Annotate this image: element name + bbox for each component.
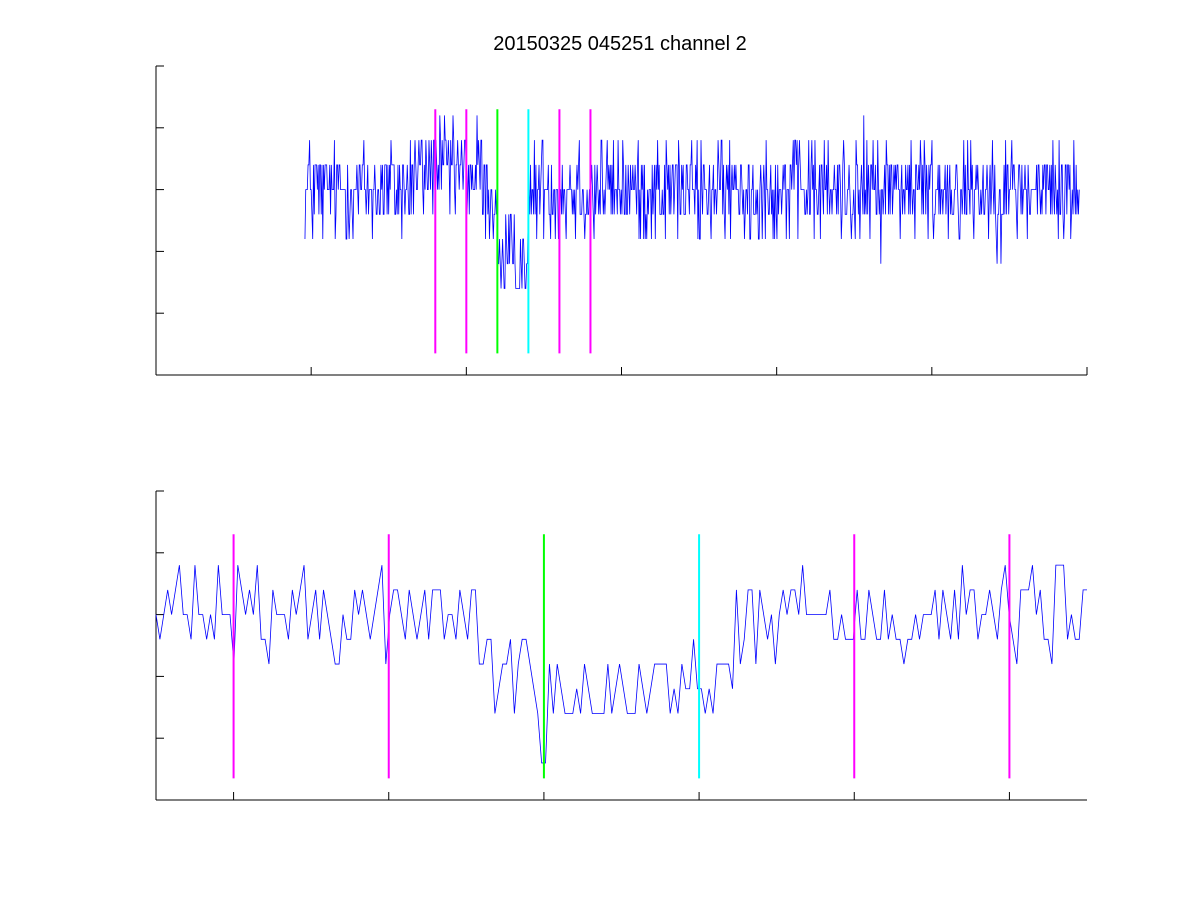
figure-title: 20150325 045251 channel 2 <box>493 33 747 55</box>
signal-trace <box>155 564 1087 764</box>
bottom-chart <box>155 490 1087 801</box>
signal-trace <box>304 115 1080 289</box>
top-chart <box>155 65 1088 376</box>
